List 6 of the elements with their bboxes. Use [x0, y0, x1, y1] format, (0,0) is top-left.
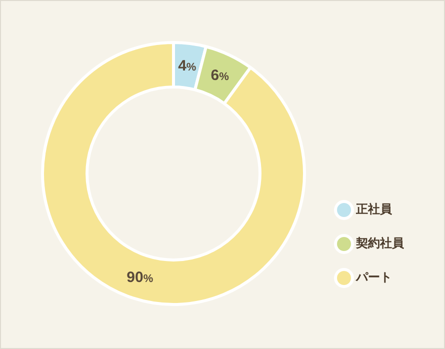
data-label: 90% — [126, 268, 154, 286]
legend-label: パート — [355, 270, 392, 284]
data-label: 6% — [210, 67, 230, 84]
data-label: 4% — [178, 58, 196, 75]
legend-label: 契約社員 — [355, 236, 405, 250]
legend-label: 正社員 — [355, 202, 393, 216]
